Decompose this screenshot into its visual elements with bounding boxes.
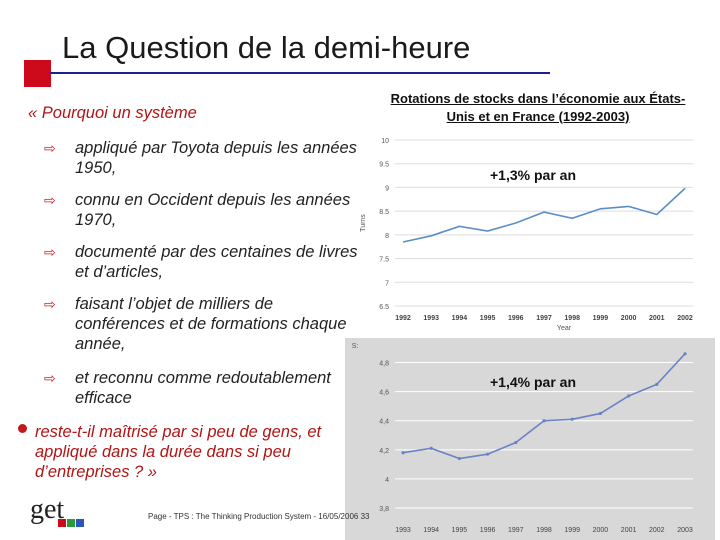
x-tick-label: 1998 <box>564 315 580 322</box>
question-closing: reste-t-il maîtrisé par si peu de gens, … <box>35 423 322 481</box>
title-underline <box>50 72 550 74</box>
y-tick-label: 10 <box>381 138 389 145</box>
title-accent-square <box>24 60 51 87</box>
list-item-text: connu en Occident depuis les années 1970… <box>75 191 351 229</box>
data-point <box>542 419 546 423</box>
x-tick-label: 2000 <box>621 315 637 322</box>
x-tick-label: 1992 <box>395 315 411 322</box>
chart-us-turns: 10 9.5 9 8.5 8 7.5 7 6.5 1992 1993 1994 1995 1996 199… <box>360 138 693 332</box>
growth-annotation-us: +1,3% par an <box>490 167 576 183</box>
data-point <box>514 440 518 445</box>
arrow-right-icon: ⇨ <box>44 244 56 260</box>
x-tick-label: 2003 <box>677 527 693 534</box>
y-axis-label: Turns <box>360 214 367 232</box>
y-tick-label: 6.5 <box>379 304 389 311</box>
arrow-right-icon: ⇨ <box>44 192 56 208</box>
x-tick-label: 1999 <box>564 527 580 534</box>
x-axis-label: Year <box>557 325 572 332</box>
slide-title: La Question de la demi-heure <box>62 30 471 65</box>
data-point <box>486 452 490 456</box>
arrow-right-icon: ⇨ <box>44 370 56 386</box>
x-tick-label: 1995 <box>480 315 496 322</box>
y-tick-label: 7 <box>385 280 389 287</box>
series-line <box>402 187 686 243</box>
x-tick-label: 1993 <box>423 315 439 322</box>
chart-france-turns: 4,8 4,6 4,4 4,2 4 3,8 1993 1994 1995 1996 1997 1998… <box>345 338 715 540</box>
slide-footer: Page - TPS : The Thinking Production Sys… <box>148 512 369 521</box>
y-tick-label: 4,8 <box>379 361 389 368</box>
x-tick-label: 1994 <box>452 315 468 322</box>
x-tick-label: 1996 <box>480 527 496 534</box>
bullet-dot-icon <box>18 424 27 433</box>
y-tick-label: 3,8 <box>379 506 389 513</box>
x-tick-label: 1997 <box>508 527 524 534</box>
y-tick-label: 4,2 <box>379 448 389 455</box>
x-tick-label: 2002 <box>677 315 693 322</box>
x-tick-label: 2002 <box>649 527 665 534</box>
data-point <box>401 451 405 455</box>
chart-background <box>345 338 715 540</box>
question-opening: « Pourquoi un système <box>28 104 197 122</box>
x-tick-label: 1995 <box>452 527 468 534</box>
list-item-text: et reconnu comme redoutablement efficace <box>75 369 331 407</box>
y-tick-label: 7.5 <box>379 257 389 264</box>
x-tick-label: 2000 <box>593 527 609 534</box>
x-tick-label: 2001 <box>621 527 637 534</box>
y-tick-label: 8 <box>385 233 389 240</box>
list-item-text: appliqué par Toyota depuis les années 19… <box>75 139 357 177</box>
growth-annotation-france: +1,4% par an <box>490 374 576 390</box>
footer-text: Page - TPS : The Thinking Production Sys… <box>148 512 359 521</box>
list-item-text: faisant l’objet de milliers de conférenc… <box>75 295 347 353</box>
x-tick-label: 1996 <box>508 315 524 322</box>
x-tick-label: 1998 <box>536 527 552 534</box>
y-axis-label: S: <box>352 343 359 350</box>
data-point <box>457 456 461 461</box>
y-tick-label: 8.5 <box>379 209 389 216</box>
arrow-right-icon: ⇨ <box>44 140 56 156</box>
get-logo: get <box>30 494 84 527</box>
x-tick-label: 1994 <box>423 527 439 534</box>
x-tick-label: 1993 <box>395 527 411 534</box>
data-point <box>683 352 687 356</box>
chart-title: Rotations de stocks dans l’économie aux … <box>390 91 686 124</box>
x-tick-label: 1997 <box>536 315 552 322</box>
x-tick-label: 1999 <box>593 315 609 322</box>
data-point <box>429 446 433 450</box>
y-tick-label: 9 <box>385 185 389 192</box>
data-point <box>598 411 602 416</box>
x-tick-label: 2001 <box>649 315 665 322</box>
y-tick-label: 4 <box>385 477 389 484</box>
data-point <box>655 382 659 386</box>
page-number: 33 <box>360 512 370 521</box>
data-point <box>627 394 631 398</box>
data-point <box>570 417 574 421</box>
y-tick-label: 4,4 <box>379 419 389 426</box>
y-tick-label: 4,6 <box>379 390 389 397</box>
y-tick-label: 9.5 <box>379 162 389 169</box>
arrow-right-icon: ⇨ <box>44 296 56 312</box>
list-item-text: documenté par des centaines de livres et… <box>75 243 358 281</box>
